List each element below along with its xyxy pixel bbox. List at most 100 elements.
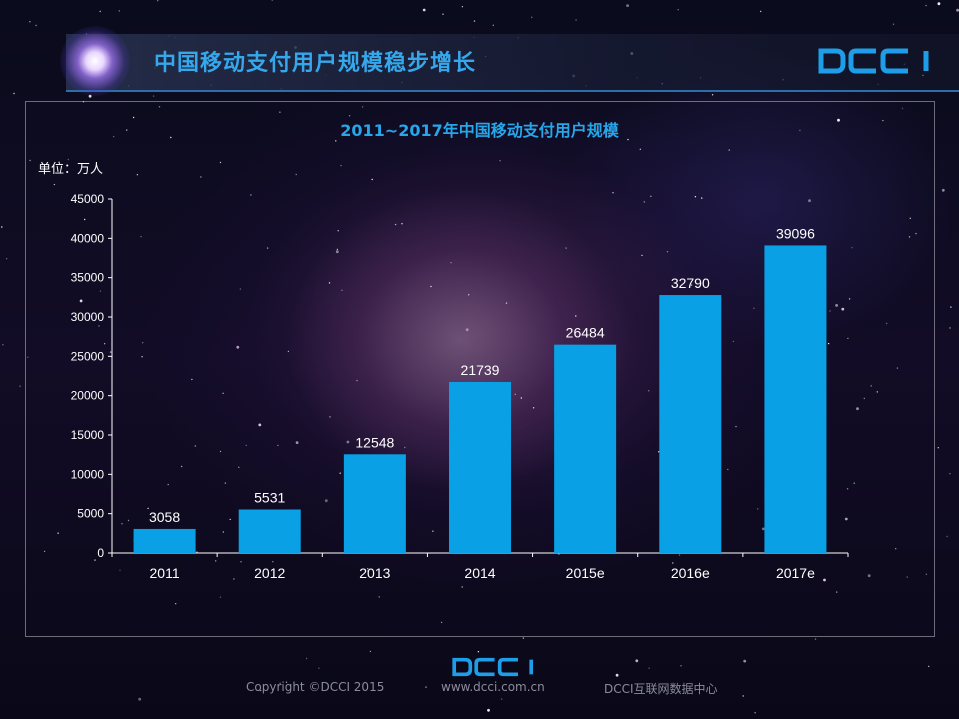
star xyxy=(558,553,560,555)
y-tick-label: 15000 xyxy=(71,428,105,442)
star xyxy=(473,20,476,22)
y-tick-label: 30000 xyxy=(71,310,105,324)
star xyxy=(639,148,641,150)
star xyxy=(324,499,328,503)
star xyxy=(727,468,729,471)
star xyxy=(113,135,115,138)
x-tick-label-2016e: 2016e xyxy=(671,565,710,581)
star xyxy=(219,161,222,164)
star xyxy=(2,344,4,346)
star xyxy=(678,554,681,556)
star xyxy=(6,258,8,260)
bar-2015e xyxy=(554,344,617,553)
star xyxy=(79,299,83,303)
star xyxy=(432,530,434,532)
star xyxy=(191,378,193,381)
star xyxy=(666,251,669,253)
star xyxy=(732,340,735,343)
bar-2016e xyxy=(659,295,722,553)
star xyxy=(477,651,480,653)
star xyxy=(844,517,848,521)
star xyxy=(863,397,865,400)
y-tick-label: 25000 xyxy=(71,349,105,363)
star xyxy=(847,337,849,340)
star xyxy=(118,10,121,12)
star xyxy=(250,194,252,196)
star xyxy=(271,0,273,1)
data-label-2014: 21739 xyxy=(461,362,500,378)
star xyxy=(627,138,629,141)
star xyxy=(240,561,242,563)
y-tick-label: 5000 xyxy=(77,507,104,521)
star xyxy=(827,342,830,345)
star xyxy=(522,637,525,639)
star xyxy=(440,621,443,624)
star xyxy=(67,158,70,161)
star xyxy=(277,444,279,447)
star xyxy=(224,482,227,484)
star xyxy=(760,10,762,13)
bar-2014 xyxy=(449,381,511,553)
star xyxy=(136,174,139,176)
star xyxy=(754,712,756,714)
footer-org: DCCI互联网数据中心 xyxy=(604,682,718,696)
star xyxy=(837,118,840,122)
star xyxy=(835,304,838,307)
star xyxy=(520,397,522,399)
star xyxy=(950,306,952,308)
y-tick-label: 10000 xyxy=(71,467,105,481)
star xyxy=(404,446,406,449)
star xyxy=(295,173,297,176)
star xyxy=(335,250,339,254)
star xyxy=(915,232,917,235)
star xyxy=(401,223,403,225)
data-label-2015e: 26484 xyxy=(566,325,605,341)
star xyxy=(701,197,703,199)
x-tick-label-2014: 2014 xyxy=(464,565,495,581)
star xyxy=(229,518,231,521)
x-tick-label-2012: 2012 xyxy=(254,565,285,581)
star xyxy=(851,247,853,249)
star xyxy=(287,350,290,353)
star xyxy=(167,483,169,486)
star xyxy=(937,2,941,6)
star xyxy=(753,307,755,309)
bar-2017e xyxy=(764,245,827,553)
footer-url[interactable]: www.dcci.com.cn xyxy=(441,680,545,694)
star xyxy=(258,423,262,427)
star xyxy=(650,195,652,197)
star xyxy=(814,638,817,640)
star xyxy=(925,4,927,7)
star xyxy=(430,285,432,288)
star xyxy=(222,392,224,394)
star xyxy=(84,218,86,221)
star xyxy=(74,432,76,435)
star xyxy=(272,561,274,563)
star xyxy=(836,591,838,593)
page-title: 中国移动支付用户规模稳步增长 xyxy=(154,51,477,76)
star xyxy=(369,650,372,653)
star xyxy=(885,322,888,325)
star xyxy=(928,665,930,668)
x-tick-label-2013: 2013 xyxy=(359,565,390,581)
star xyxy=(648,390,650,392)
star xyxy=(378,596,380,598)
star xyxy=(735,425,737,428)
star xyxy=(328,282,331,284)
star xyxy=(127,519,130,522)
star xyxy=(362,106,364,108)
bar-2013 xyxy=(343,454,406,553)
star xyxy=(98,325,100,327)
star xyxy=(219,450,222,453)
star xyxy=(239,288,242,290)
star-glow-icon xyxy=(60,26,130,96)
x-tick-label-2017e: 2017e xyxy=(776,565,815,581)
star xyxy=(238,466,240,468)
star xyxy=(43,550,46,553)
star xyxy=(643,201,645,203)
star xyxy=(532,407,535,409)
star xyxy=(846,488,849,490)
dcci-logo xyxy=(818,48,929,74)
star xyxy=(461,6,464,8)
data-label-2013: 12548 xyxy=(355,434,394,450)
